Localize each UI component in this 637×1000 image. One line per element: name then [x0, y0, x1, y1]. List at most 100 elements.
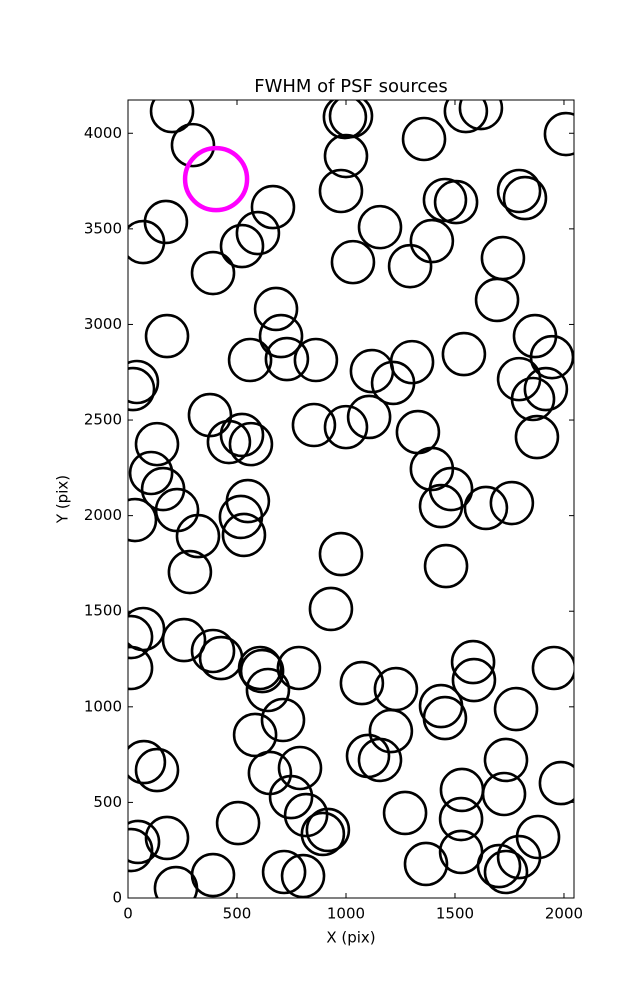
psf-source: [253, 286, 299, 332]
psf-source: [182, 145, 250, 213]
psf-source: [170, 122, 216, 168]
psf-source: [538, 760, 574, 806]
psf-source: [308, 586, 354, 632]
psf-source: [153, 865, 199, 898]
psf-source: [418, 483, 464, 529]
psf-source: [531, 645, 574, 691]
psf-source: [219, 223, 265, 269]
psf-source: [346, 394, 392, 440]
psf-source: [227, 337, 273, 383]
y-tick-label: 3000: [84, 315, 122, 333]
psf-source: [128, 450, 174, 496]
psf-source: [480, 235, 526, 281]
plot-area: [128, 100, 574, 898]
psf-source: [128, 645, 154, 691]
psf-source: [228, 421, 274, 467]
psf-source: [261, 849, 307, 895]
psf-source: [300, 811, 346, 857]
y-tick-label: 1500: [84, 602, 122, 620]
psf-source: [502, 175, 548, 221]
y-tick-label: 500: [93, 793, 122, 811]
psf-source: [206, 419, 252, 465]
psf-source: [167, 549, 213, 595]
psf-source: [476, 843, 522, 889]
x-tick-label: 0: [123, 905, 133, 923]
psf-source: [219, 412, 265, 458]
y-tick-label: 1000: [84, 697, 122, 715]
psf-source: [293, 337, 339, 383]
psf-source: [247, 750, 293, 796]
psf-source: [264, 336, 310, 382]
y-tick-label: 0: [112, 889, 122, 907]
psf-source: [323, 404, 369, 450]
psf-source: [451, 657, 497, 703]
chart-title: FWHM of PSF sources: [254, 76, 448, 97]
psf-source: [225, 478, 271, 524]
psf-source: [128, 366, 156, 412]
psf-source: [305, 807, 351, 853]
y-tick-label: 2000: [84, 506, 122, 524]
psf-source: [357, 204, 403, 250]
plot-frame: [127, 99, 575, 899]
psf-source: [221, 512, 267, 558]
psf-source: [276, 645, 322, 691]
psf-source: [439, 767, 485, 813]
psf-source: [128, 827, 154, 873]
psf-source: [232, 712, 278, 758]
psf-source: [483, 849, 529, 895]
psf-source: [496, 168, 542, 214]
psf-source: [318, 168, 364, 214]
psf-source: [283, 792, 329, 838]
psf-source: [144, 313, 190, 359]
psf-source: [515, 814, 561, 860]
psf-source: [474, 277, 520, 323]
psf-source: [370, 360, 416, 406]
psf-source: [401, 116, 447, 162]
psf-source: [258, 313, 304, 359]
psf-source: [438, 796, 484, 842]
x-tick-label: 1500: [436, 905, 474, 923]
psf-source: [529, 334, 574, 380]
psf-source: [190, 250, 236, 296]
psf-source: [481, 771, 527, 817]
psf-source: [128, 819, 161, 865]
psf-source: [144, 815, 190, 861]
psf-source: [239, 648, 285, 694]
psf-source: [250, 184, 296, 230]
psf-source: [277, 745, 323, 791]
psf-source: [237, 645, 283, 691]
psf-source: [175, 513, 221, 559]
psf-source: [483, 737, 529, 783]
psf-source: [128, 739, 167, 785]
y-tick-label: 2500: [84, 411, 122, 429]
psf-source: [235, 210, 281, 256]
psf-source: [523, 366, 569, 412]
psf-source: [450, 639, 496, 685]
psf-source: [134, 421, 180, 467]
psf-source: [423, 543, 469, 589]
y-tick-label: 4000: [84, 124, 122, 142]
psf-source: [543, 111, 574, 157]
psf-source: [422, 695, 468, 741]
psf-source: [330, 239, 376, 285]
psf-source: [190, 628, 236, 674]
psf-source: [161, 617, 207, 663]
psf-source: [128, 219, 166, 265]
psf-source: [245, 667, 291, 713]
psf-source: [128, 614, 154, 660]
y-axis-label: Y (pix): [54, 475, 72, 524]
psf-source: [318, 531, 364, 577]
x-tick-label: 1000: [327, 905, 365, 923]
psf-source: [198, 635, 244, 681]
psf-source: [215, 800, 261, 846]
psf-source: [187, 392, 233, 438]
psf-source: [260, 697, 306, 743]
psf-source: [149, 100, 195, 134]
x-axis-label: X (pix): [326, 929, 375, 947]
psf-source: [291, 402, 337, 448]
psf-source: [268, 774, 314, 820]
psf-source: [514, 414, 560, 460]
psf-source: [438, 829, 484, 875]
psf-source: [134, 747, 180, 793]
psf-source: [323, 133, 369, 179]
